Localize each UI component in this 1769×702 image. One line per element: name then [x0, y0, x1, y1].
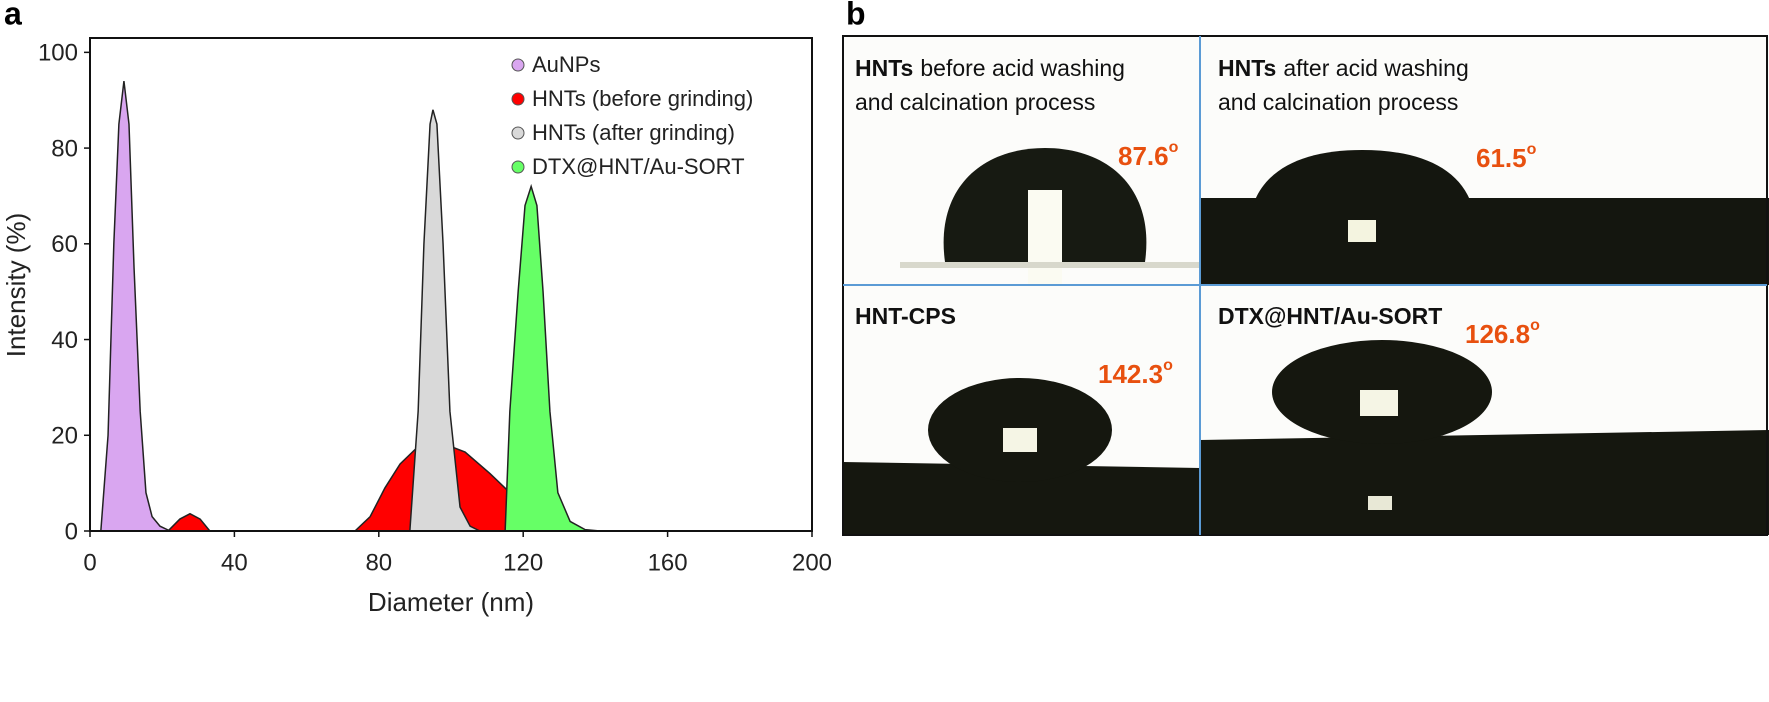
x-axis-label: Diameter (nm) [368, 587, 534, 617]
surface [843, 462, 1200, 535]
legend-label: HNTs (before grinding) [532, 86, 753, 111]
photo-title-bold: HNT-CPS [855, 303, 956, 329]
x-tick-label: 120 [503, 549, 543, 576]
y-tick-label: 20 [51, 423, 78, 450]
area [504, 183, 601, 532]
contact-angle: 126.8o [1465, 317, 1540, 349]
contact-angle-value: 126.8 [1465, 319, 1530, 349]
legend-label: DTX@HNT/Au-SORT [532, 154, 745, 179]
legend-marker [511, 126, 525, 140]
plot-frame [89, 37, 813, 532]
y-tick-label: 40 [51, 327, 78, 354]
legend-marker [511, 58, 525, 72]
y-tick-label: 0 [65, 518, 78, 545]
photo-title-bold: DTX@HNT/Au-SORT [1218, 303, 1442, 329]
contact-angle: 61.5o [1476, 141, 1537, 173]
legend-marker [511, 92, 525, 106]
reflection [1028, 190, 1062, 285]
photo-title-text: after acid washing [1283, 55, 1468, 81]
photo-title: HNTs after acid washing [1218, 55, 1469, 81]
reflection [1360, 390, 1398, 416]
contact-angle-value: 87.6 [1118, 141, 1169, 171]
photo-title-bold: HNTs [855, 55, 913, 81]
photo-title: and calcination process [855, 89, 1095, 115]
reflection [1348, 220, 1376, 242]
y-tick-label: 80 [51, 135, 78, 162]
reflection [1003, 428, 1037, 452]
photo-title-bold: HNTs [1218, 55, 1276, 81]
x-tick-label: 40 [221, 549, 248, 576]
legend-marker [511, 160, 525, 174]
contact-angle: 87.6o [1118, 139, 1179, 171]
x-tick-label: 160 [648, 549, 688, 576]
y-axis-label: Intensity (%) [1, 213, 31, 358]
surface [1200, 198, 1769, 285]
contact-angle: 142.3o [1098, 357, 1173, 389]
area [100, 80, 171, 532]
legend-label: AuNPs [532, 52, 600, 77]
contact-angle-unit: o [1527, 141, 1537, 158]
x-tick-label: 0 [83, 549, 96, 576]
photo-panel [842, 35, 1769, 536]
droplet [1255, 150, 1470, 200]
contact-angle-unit: o [1163, 357, 1173, 374]
surface [900, 262, 1200, 268]
y-tick-label: 100 [38, 40, 78, 67]
contact-angle-value: 61.5 [1476, 143, 1527, 173]
x-tick-label: 200 [792, 549, 832, 576]
x-tick-label: 80 [365, 549, 392, 576]
panel-label: a [4, 0, 22, 31]
contact-angle-value: 142.3 [1098, 359, 1163, 389]
photo-title-text: before acid washing [920, 55, 1125, 81]
panel-label: b [846, 0, 866, 31]
y-tick-label: 60 [51, 231, 78, 258]
photo-title: HNTs before acid washing [855, 55, 1125, 81]
surface [1200, 430, 1769, 535]
reflection [1368, 496, 1392, 510]
photo-title: DTX@HNT/Au-SORT [1218, 303, 1442, 329]
legend-label: HNTs (after grinding) [532, 120, 735, 145]
area [409, 109, 481, 532]
plot: 0 40 80 120 160 200 0 20 40 60 80 100 AuNPs HNTs (bef… [38, 37, 832, 576]
contact-angle-unit: o [1530, 317, 1540, 334]
photo-title: and calcination process [1218, 89, 1458, 115]
contact-angle-unit: o [1169, 139, 1179, 156]
photo-title: HNT-CPS [855, 303, 956, 329]
